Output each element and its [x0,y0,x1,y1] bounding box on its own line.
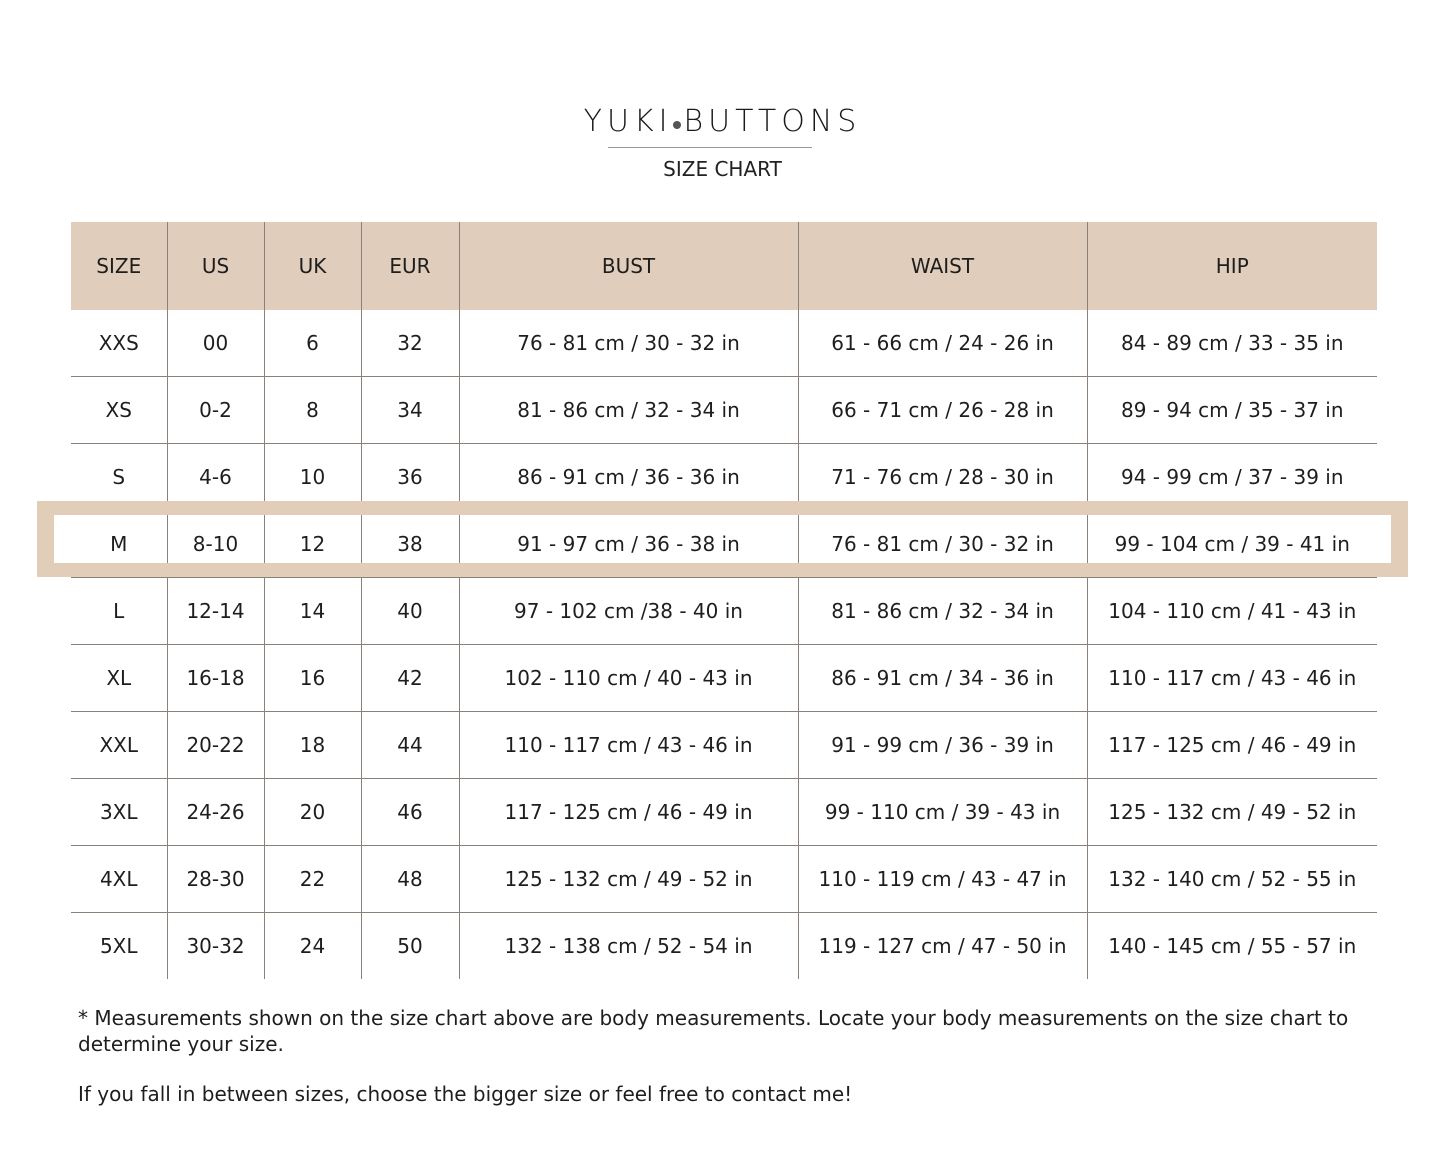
column-header-hip: HIP [1086,222,1377,310]
cell-eur: 40 [360,577,459,645]
cell-uk: 10 [263,443,361,511]
table-header-row: SIZE US UK EUR BUST WAIST HIP [71,222,1377,310]
between-sizes-note: If you fall in between sizes, choose the… [78,1082,853,1106]
brand-dot [673,121,682,129]
column-header-size: SIZE [71,222,167,310]
cell-us: 24-26 [166,778,264,846]
cell-waist: 91 - 99 cm / 36 - 39 in [797,711,1087,779]
cell-hip: 125 - 132 cm / 49 - 52 in [1086,778,1377,846]
cell-size: XXL [71,711,167,779]
cell-waist: 119 - 127 cm / 47 - 50 in [797,912,1087,979]
cell-size: L [71,577,167,645]
cell-waist: 71 - 76 cm / 28 - 30 in [797,443,1087,511]
brand-name-left: YUKI [583,104,673,139]
cell-size: 3XL [71,778,167,846]
cell-bust: 86 - 91 cm / 36 - 36 in [458,443,798,511]
cell-uk: 12 [263,510,361,578]
cell-eur: 48 [360,845,459,913]
cell-eur: 50 [360,912,459,979]
cell-waist: 76 - 81 cm / 30 - 32 in [797,510,1087,578]
cell-hip: 89 - 94 cm / 35 - 37 in [1086,376,1377,444]
cell-hip: 104 - 110 cm / 41 - 43 in [1086,577,1377,645]
cell-us: 00 [166,310,264,377]
table-row: 4XL 28-30 22 48 125 - 132 cm / 49 - 52 in 110… [71,845,1377,913]
page-title: SIZE CHART [663,157,782,181]
cell-eur: 38 [360,510,459,578]
brand-logo: YUKI BUTTONS [0,104,1445,139]
cell-us: 12-14 [166,577,264,645]
cell-bust: 110 - 117 cm / 43 - 46 in [458,711,798,779]
cell-eur: 42 [360,644,459,712]
cell-bust: 81 - 86 cm / 32 - 34 in [458,376,798,444]
cell-bust: 125 - 132 cm / 49 - 52 in [458,845,798,913]
table-row: S 4-6 10 36 86 - 91 cm / 36 - 36 in 71 - 76 c… [71,443,1377,511]
cell-us: 28-30 [166,845,264,913]
column-header-bust: BUST [458,222,798,310]
cell-hip: 99 - 104 cm / 39 - 41 in [1086,510,1377,578]
cell-size: XS [71,376,167,444]
cell-size: XL [71,644,167,712]
cell-size: S [71,443,167,511]
cell-hip: 140 - 145 cm / 55 - 57 in [1086,912,1377,979]
cell-waist: 86 - 91 cm / 34 - 36 in [797,644,1087,712]
table-row: XXS 00 6 32 76 - 81 cm / 30 - 32 in 61 - 66 c… [71,310,1377,377]
cell-us: 4-6 [166,443,264,511]
column-header-waist: WAIST [797,222,1087,310]
cell-size: XXS [98,331,139,355]
cell-bust: 102 - 110 cm / 40 - 43 in [458,644,798,712]
cell-eur: 36 [360,443,459,511]
cell-bust: 76 - 81 cm / 30 - 32 in [458,310,798,377]
measurement-note: * Measurements shown on the size chart a… [78,1006,1349,1056]
column-header-eur: EUR [360,222,459,310]
table-row: XS 0-2 8 34 81 - 86 cm / 32 - 34 in 66 - 71 c… [71,376,1377,444]
cell-waist: 99 - 110 cm / 39 - 43 in [797,778,1087,846]
cell-us: 0-2 [166,376,264,444]
cell-hip: 110 - 117 cm / 43 - 46 in [1086,644,1377,712]
cell-uk: 24 [263,912,361,979]
cell-waist: 110 - 119 cm / 43 - 47 in [797,845,1087,913]
cell-size: 5XL [71,912,167,979]
cell-waist: 81 - 86 cm / 32 - 34 in [797,577,1087,645]
cell-waist: 61 - 66 cm / 24 - 26 in [797,310,1087,377]
table-row: 3XL 24-26 20 46 117 - 125 cm / 46 - 49 in 99 … [71,778,1377,846]
cell-uk: 6 [263,310,361,377]
cell-bust: 132 - 138 cm / 52 - 54 in [458,912,798,979]
cell-uk: 16 [263,644,361,712]
cell-eur: 46 [360,778,459,846]
cell-bust: 91 - 97 cm / 36 - 38 in [458,510,798,578]
cell-eur: 44 [360,711,459,779]
cell-bust: 117 - 125 cm / 46 - 49 in [458,778,798,846]
size-table: SIZE US UK EUR BUST WAIST HIP XXS 00 6 32 76 - 81 … [71,222,1377,979]
cell-uk: 8 [263,376,361,444]
cell-uk: 14 [263,577,361,645]
cell-size: M [71,510,167,578]
cell-hip: 84 - 89 cm / 33 - 35 in [1086,310,1377,377]
cell-hip: 94 - 99 cm / 37 - 39 in [1086,443,1377,511]
brand-divider [608,147,812,148]
cell-us: 8-10 [166,510,264,578]
cell-size: 4XL [71,845,167,913]
cell-uk: 22 [263,845,361,913]
cell-bust: 97 - 102 cm /38 - 40 in [458,577,798,645]
cell-us: 20-22 [166,711,264,779]
column-header-uk: UK [263,222,361,310]
cell-eur: 32 [360,310,459,377]
table-row: XXL 20-22 18 44 110 - 117 cm / 43 - 46 in 91 … [71,711,1377,779]
table-row: M 8-10 12 38 91 - 97 cm / 36 - 38 in 76 - 81 … [71,510,1377,578]
cell-uk: 18 [263,711,361,779]
table-row: XL 16-18 16 42 102 - 110 cm / 40 - 43 in 86 -… [71,644,1377,712]
cell-uk: 20 [263,778,361,846]
cell-waist: 66 - 71 cm / 26 - 28 in [797,376,1087,444]
column-header-us: US [166,222,264,310]
cell-eur: 34 [360,376,459,444]
table-row: 5XL 30-32 24 50 132 - 138 cm / 52 - 54 in 119… [71,912,1377,979]
cell-hip: 117 - 125 cm / 46 - 49 in [1086,711,1377,779]
cell-us: 16-18 [166,644,264,712]
cell-hip: 132 - 140 cm / 52 - 55 in [1086,845,1377,913]
brand-name-right: BUTTONS [683,104,862,139]
table-row: L 12-14 14 40 97 - 102 cm /38 - 40 in 81 - 86… [71,577,1377,645]
cell-us: 30-32 [166,912,264,979]
